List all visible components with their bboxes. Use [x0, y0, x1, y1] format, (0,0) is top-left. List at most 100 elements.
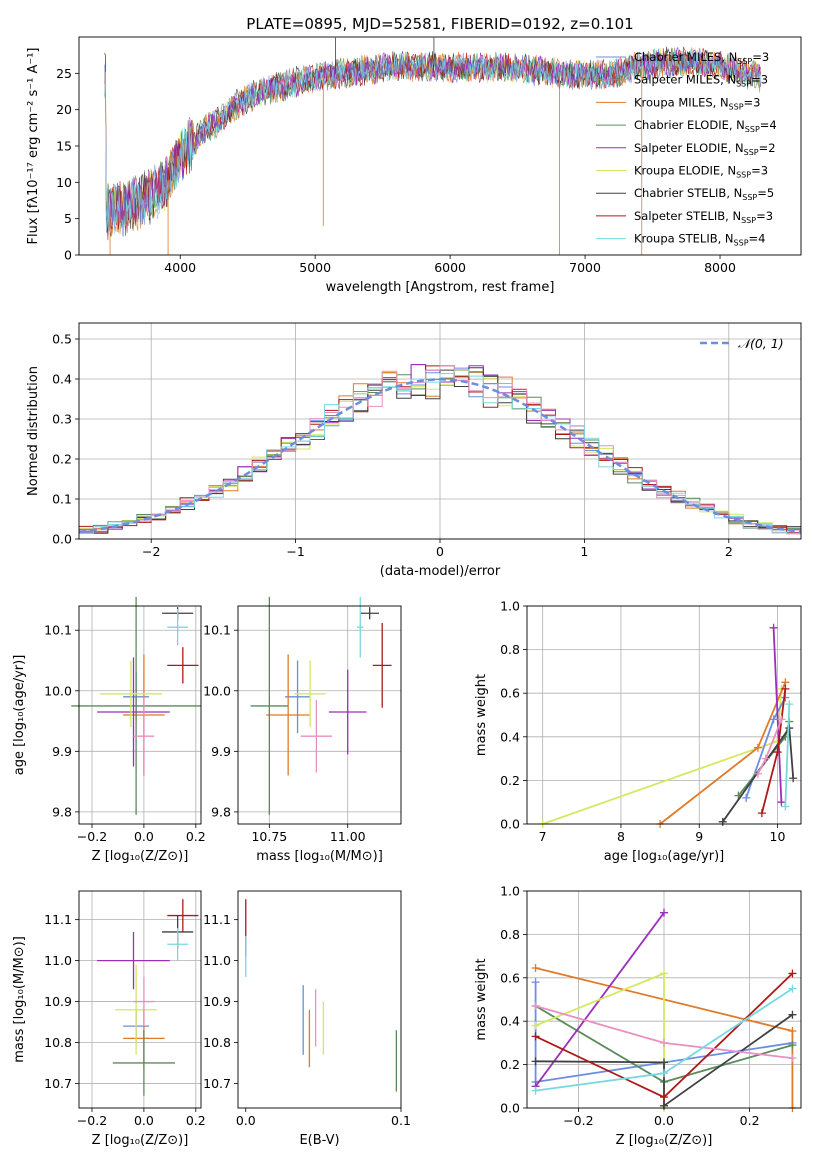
x-axis-label: age [log₁₀(age/yr)]: [604, 849, 725, 864]
weight-marker: [788, 1054, 797, 1063]
legend-entry: Chabrier STELIB, NSSP=5: [634, 186, 774, 202]
y-tick-label: 0.4: [500, 1014, 520, 1029]
y-tick-label: 10.7: [44, 1076, 72, 1091]
legend-sub: SSP: [736, 80, 751, 89]
x-tick-label: 0.0: [236, 1113, 256, 1128]
y-tick-label: 10.7: [203, 1076, 231, 1091]
x-tick-label: 0.2: [186, 1113, 206, 1128]
weight-series: [535, 1013, 793, 1108]
y-tick-label: 0.0: [52, 532, 72, 547]
weight-marker: [788, 1010, 797, 1019]
legend-sub: SSP: [742, 193, 757, 202]
y-tick-label: 0.2: [500, 773, 520, 788]
legend-text: Salpeter MILES, N: [634, 73, 736, 87]
weight-series: [784, 704, 791, 807]
y-tick-label: 0.1: [52, 492, 72, 507]
weight-series: [772, 627, 783, 803]
legend-sub: SSP: [744, 148, 759, 157]
legend-tail: =4: [749, 232, 766, 246]
y-tick-label: 10.0: [203, 683, 231, 698]
weight-marker: [777, 715, 786, 724]
x-tick-label: 0.0: [134, 829, 154, 844]
spectrum-line: [104, 46, 761, 233]
legend-tail: =3: [756, 209, 773, 223]
legend-text: Chabrier STELIB, N: [634, 186, 742, 200]
y-tick-label: 0.0: [500, 817, 520, 832]
x-tick-label: 2: [725, 544, 733, 559]
age-vs-metallicity-panel: −0.2 0.0 0.2 9.8 9.9 10.0 10.1 Z [log₁₀(Z/Z⊙)] a…: [12, 596, 206, 864]
weight-marker: [761, 754, 770, 763]
y-tick-label: 0.8: [500, 927, 520, 942]
legend-entry: Salpeter MILES, NSSP=3: [634, 73, 768, 89]
legend-entry: Kroupa MILES, NSSP=3: [634, 95, 760, 111]
y-tick-label: 0.4: [52, 372, 72, 387]
x-axis-label: Z [log₁₀(Z/Z⊙)]: [92, 1133, 189, 1148]
weight-marker: [785, 700, 794, 709]
weight-marker: [660, 1101, 668, 1110]
legend-text: Kroupa ELODIE, N: [634, 164, 736, 178]
legend-entry: Salpeter STELIB, NSSP=3: [634, 209, 773, 225]
legend-tail: =3: [744, 95, 761, 109]
legend-sub: SSP: [734, 239, 749, 248]
x-tick-label: 0: [436, 544, 444, 559]
legend-entry: Chabrier ELODIE, NSSP=4: [634, 118, 777, 134]
weight-marker: [789, 774, 798, 783]
x-tick-label: 7: [539, 829, 547, 844]
x-axis-label: wavelength [Angstrom, rest frame]: [326, 280, 555, 295]
y-tick-label: 0.6: [500, 686, 520, 701]
weight-vs-age-panel: 7 8 9 10 0.0 0.2 0.4 0.6 0.8 1.0 age [log₁₀(age/yr…: [474, 599, 802, 864]
legend-sub: SSP: [745, 125, 760, 134]
y-tick-label: 11.1: [203, 912, 231, 927]
weight-marker: [531, 978, 540, 987]
axes-frame: [78, 36, 802, 256]
y-axis-label: Normed distribution: [26, 366, 41, 496]
weight-marker: [531, 1002, 540, 1011]
y-tick-label: 1.0: [500, 884, 520, 899]
x-tick-label: 0.0: [654, 1113, 674, 1128]
x-axis-label: (data-model)/error: [380, 564, 501, 579]
legend-text: Chabrier ELODIE, N: [634, 118, 745, 132]
weight-marker: [660, 1038, 668, 1047]
y-tick-label: 9.8: [211, 804, 231, 819]
weight-marker: [660, 1069, 668, 1078]
x-tick-label: 11.00: [330, 829, 366, 844]
weight-marker: [660, 1058, 668, 1067]
y-tick-label: 0.3: [52, 412, 72, 427]
spectrum-line: [104, 47, 761, 231]
legend-sub: SSP: [741, 216, 756, 225]
weight-marker: [531, 1057, 540, 1066]
spectrum-panel: 4000 5000 6000 7000 8000 0 5 10 15 20 25 wavelength…: [26, 36, 802, 295]
y-tick-label: 11.1: [44, 912, 72, 927]
y-tick-label: 10: [56, 175, 72, 190]
axes-frame: [237, 890, 402, 1109]
axes-frame: [237, 605, 402, 825]
y-tick-label: 9.8: [52, 804, 72, 819]
weight-marker: [788, 969, 797, 978]
legend-sub: SSP: [736, 171, 751, 180]
figure-title: PLATE=0895, MJD=52581, FIBERID=0192, z=0…: [246, 15, 633, 33]
y-tick-label: 10.8: [44, 1035, 72, 1050]
y-tick-label: 0.2: [500, 1057, 520, 1072]
y-axis-label: mass [log₁₀(M/M⊙)]: [12, 936, 27, 1063]
legend-entry: 𝒩(0, 1): [738, 336, 784, 351]
y-tick-label: 10.1: [44, 623, 72, 638]
x-tick-label: 4000: [164, 260, 196, 275]
legend-sub: SSP: [729, 102, 744, 111]
y-tick-label: 0.4: [500, 729, 520, 744]
weight-marker: [757, 809, 766, 818]
legend-text: Kroupa STELIB, N: [634, 232, 734, 246]
legend-tail: =3: [751, 73, 768, 87]
legend-tail: =2: [759, 141, 776, 155]
y-tick-label: 0.5: [52, 332, 72, 347]
x-axis-label: mass [log₁₀(M/M⊙)]: [256, 849, 383, 864]
x-tick-label: 0.0: [134, 1113, 154, 1128]
y-tick-label: 0.8: [500, 642, 520, 657]
weight-marker: [769, 623, 778, 632]
x-tick-label: 9: [695, 829, 703, 844]
y-tick-label: 10.9: [44, 994, 72, 1009]
axes-frame: [526, 890, 802, 1109]
legend-entry: Chabrier MILES, NSSP=3: [634, 50, 769, 66]
axes-frame: [78, 322, 802, 540]
y-tick-label: 10.1: [203, 623, 231, 638]
